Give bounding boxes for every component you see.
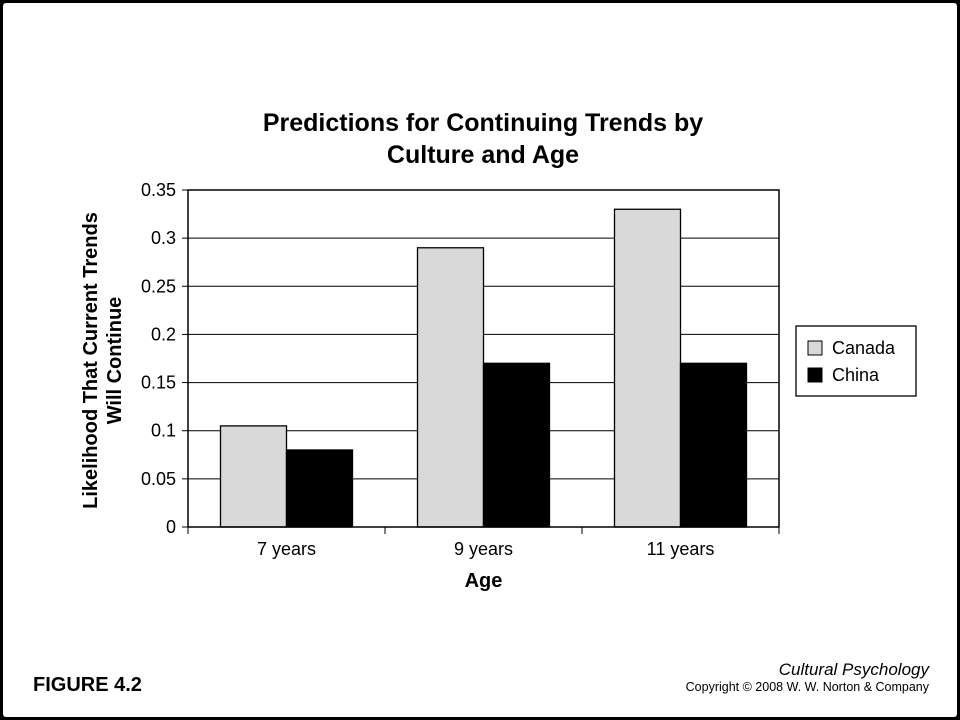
legend: Canada China (795, 325, 917, 397)
legend-label-china: China (832, 365, 880, 385)
bar-canada-7-years (219, 425, 288, 528)
y-tick-label: 0.1 (151, 421, 176, 441)
y-tick-label: 0 (166, 517, 176, 537)
y-tick-label: 0.3 (151, 228, 176, 248)
x-tick-label: 7 years (257, 539, 316, 559)
bar-chart: Predictions for Continuing Trends by Cult… (80, 109, 917, 592)
slide: Predictions for Continuing Trends by Cult… (3, 3, 957, 717)
figure-label: FIGURE 4.2 (33, 674, 142, 696)
y-axis-title-line: Likelihood That Current Trends (80, 212, 102, 509)
chart-title-line: Culture and Age (387, 141, 579, 169)
legend-swatch-canada (807, 340, 823, 356)
y-tick-label: 0.05 (141, 469, 176, 489)
x-tick-label: 9 years (454, 539, 513, 559)
book-title: Cultural Psychology (778, 660, 929, 679)
plot-area-border (187, 189, 780, 528)
bar-canada-11-years (613, 208, 682, 528)
copyright-notice: Copyright © 2008 W. W. Norton & Company (685, 680, 929, 694)
x-axis-title: Age (465, 570, 503, 592)
axes (187, 189, 780, 534)
y-tick-label: 0.25 (141, 276, 176, 296)
chart-title-line: Predictions for Continuing Trends by (263, 109, 703, 137)
bar-china-7-years (285, 449, 354, 528)
y-tick-label: 0.15 (141, 373, 176, 393)
legend-box (795, 325, 917, 397)
y-tick-label: 0.35 (141, 180, 176, 200)
y-tick-labels: 0 0.05 0.1 0.15 0.2 0.25 0.3 0.35 (141, 180, 176, 537)
x-tick-label: 11 years (647, 539, 715, 559)
chart-title: Predictions for Continuing Trends by Cult… (263, 109, 703, 169)
x-tick-labels: 7 years 9 years 11 years (257, 539, 714, 559)
bar-china-9-years (482, 362, 551, 528)
legend-swatch-china (807, 367, 823, 383)
y-axis-title: Likelihood That Current Trends Will Conti… (80, 212, 126, 509)
bar-canada-9-years (416, 247, 485, 528)
y-tick-label: 0.2 (151, 324, 176, 344)
legend-label-canada: Canada (832, 338, 896, 358)
y-axis-title-line: Will Continue (104, 297, 126, 425)
bar-china-11-years (679, 362, 748, 528)
bars (219, 208, 748, 528)
